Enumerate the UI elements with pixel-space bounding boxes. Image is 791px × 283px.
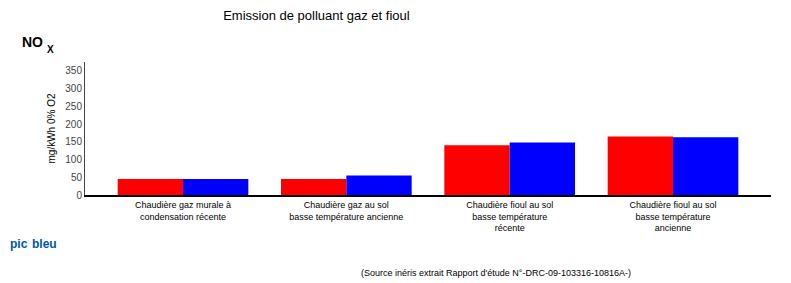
svg-text:Chaudière gaz murale àcondensa: Chaudière gaz murale àcondensation récen… (135, 200, 231, 222)
svg-text:Emission de polluant gaz et fi: Emission de polluant gaz et fioul (223, 8, 410, 23)
svg-text:Chaudière gaz au solbasse temp: Chaudière gaz au solbasse température an… (289, 200, 403, 222)
svg-text:NO: NO (22, 34, 43, 50)
svg-text:X: X (47, 44, 54, 55)
svg-text:50: 50 (71, 172, 83, 183)
svg-text:200: 200 (65, 119, 82, 130)
svg-text:(Source inéris extrait Rapport: (Source inéris extrait Rapport d'étude N… (361, 268, 631, 278)
svg-text:300: 300 (65, 83, 82, 94)
svg-text:pic: pic (10, 237, 28, 251)
svg-text:0: 0 (76, 190, 82, 201)
svg-text:100: 100 (65, 154, 82, 165)
svg-text:250: 250 (65, 101, 82, 112)
svg-text:Chaudière fioul au solbasse te: Chaudière fioul au solbasse températurea… (629, 200, 716, 233)
svg-text:bleu: bleu (32, 237, 57, 251)
svg-text:mg/kWh 0% O2: mg/kWh 0% O2 (46, 93, 57, 163)
svg-text:350: 350 (65, 65, 82, 76)
svg-text:Chaudière fioul au solbasse te: Chaudière fioul au solbasse températurer… (466, 200, 553, 233)
svg-text:150: 150 (65, 136, 82, 147)
